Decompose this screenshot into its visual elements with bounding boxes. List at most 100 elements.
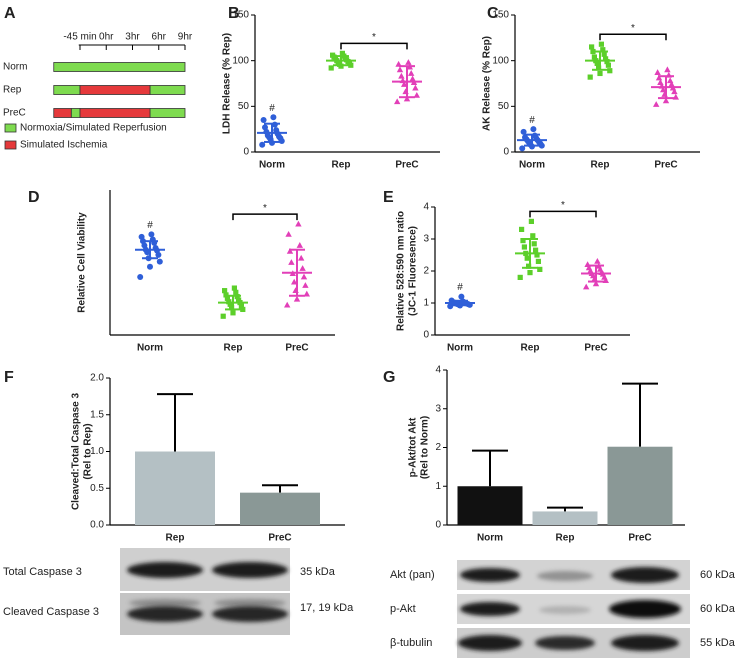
data-point <box>671 88 678 95</box>
data-point <box>300 273 308 280</box>
data-point <box>413 91 420 98</box>
data-point <box>299 265 306 271</box>
data-point <box>273 127 280 134</box>
data-point <box>587 74 593 80</box>
data-point <box>583 283 590 290</box>
data-point <box>291 278 298 285</box>
significance-label: * <box>561 200 565 211</box>
row-label: Norm <box>3 62 27 73</box>
data-point <box>231 285 237 291</box>
data-point <box>605 62 611 68</box>
x-tick-label: PreC <box>628 533 651 544</box>
x-tick-label: PreC <box>654 160 677 171</box>
x-tick-label: Rep <box>166 533 185 544</box>
timeline-segment <box>53 108 72 118</box>
data-point <box>601 274 608 280</box>
data-point <box>148 231 155 238</box>
data-point <box>530 126 537 133</box>
y-tick-label: 1.0 <box>90 446 104 457</box>
panel-label: F <box>4 369 14 386</box>
y-tick-label: 2.0 <box>90 373 104 384</box>
y-tick-label: 150 <box>232 10 249 21</box>
y-tick-label: 1 <box>435 481 441 492</box>
bar <box>135 451 215 525</box>
significance-bracket <box>529 210 597 218</box>
data-point <box>585 264 593 271</box>
blot-label: p-Akt <box>390 603 416 615</box>
data-point <box>296 242 303 248</box>
data-point <box>137 274 144 280</box>
y-axis-label: Relative 528:590 nm ratio <box>396 211 407 331</box>
data-point <box>654 69 661 75</box>
hash-annotation: # <box>529 115 535 126</box>
blot-size: 55 kDa <box>700 637 736 649</box>
y-axis-label: (Rel to Rep) <box>83 423 94 479</box>
timeline-segment <box>53 62 186 72</box>
data-point <box>668 81 675 87</box>
y-tick-label: 0.5 <box>90 483 104 494</box>
data-point <box>262 124 268 131</box>
data-point <box>339 50 345 56</box>
y-tick-label: 4 <box>423 202 429 213</box>
data-point <box>655 74 663 81</box>
data-point <box>405 59 412 65</box>
data-point <box>664 66 671 73</box>
x-tick-label: 9hr <box>178 32 193 43</box>
data-point <box>448 297 455 304</box>
y-tick-label: 100 <box>492 55 509 66</box>
data-point <box>284 301 291 308</box>
data-point <box>138 233 145 240</box>
data-point <box>519 226 525 232</box>
x-tick-label: Rep <box>521 343 540 354</box>
data-point <box>597 70 603 77</box>
bar <box>532 511 598 525</box>
bar <box>240 492 320 525</box>
data-point <box>220 313 226 319</box>
x-tick-label: Rep <box>591 160 610 171</box>
x-tick-label: 3hr <box>125 32 140 43</box>
significance-bracket <box>599 33 667 41</box>
data-point <box>600 47 606 53</box>
data-point <box>409 75 416 82</box>
panel-label: B <box>228 5 240 22</box>
data-point <box>398 72 405 79</box>
x-tick-label: Rep <box>224 343 243 354</box>
data-point <box>526 263 532 269</box>
data-point <box>302 282 309 288</box>
y-tick-label: 50 <box>238 101 250 112</box>
data-point <box>303 290 310 297</box>
blot-size: 17, 19 kDa <box>300 602 354 614</box>
data-point <box>408 70 415 76</box>
data-point <box>147 263 153 270</box>
data-point <box>293 295 301 302</box>
significance-bracket <box>232 213 298 221</box>
legend-label: Simulated Ischemia <box>20 140 108 151</box>
data-point <box>603 56 609 62</box>
data-point <box>298 254 305 261</box>
data-point <box>286 248 294 254</box>
x-tick-label: PreC <box>268 533 291 544</box>
data-point <box>396 66 404 73</box>
data-point <box>587 267 594 274</box>
data-point <box>233 289 239 295</box>
x-tick-label: 6hr <box>152 32 167 43</box>
x-tick-label: PreC <box>285 343 308 354</box>
data-point <box>591 54 597 60</box>
y-tick-label: 150 <box>492 10 509 21</box>
timeline-segment <box>149 85 186 95</box>
bar <box>457 486 523 525</box>
data-point <box>524 255 530 261</box>
legend-swatch <box>4 140 17 150</box>
y-tick-label: 4 <box>435 365 441 376</box>
y-axis-label: (Rel to Norm) <box>420 416 431 479</box>
data-point <box>394 98 401 105</box>
data-point <box>236 297 242 303</box>
hash-annotation: # <box>457 282 463 293</box>
x-tick-label: Norm <box>477 533 503 544</box>
data-point <box>657 79 664 85</box>
x-tick-label: 0hr <box>99 32 114 43</box>
panel-label: D <box>28 189 40 206</box>
data-point <box>672 93 679 100</box>
x-tick-label: Rep <box>556 533 575 544</box>
